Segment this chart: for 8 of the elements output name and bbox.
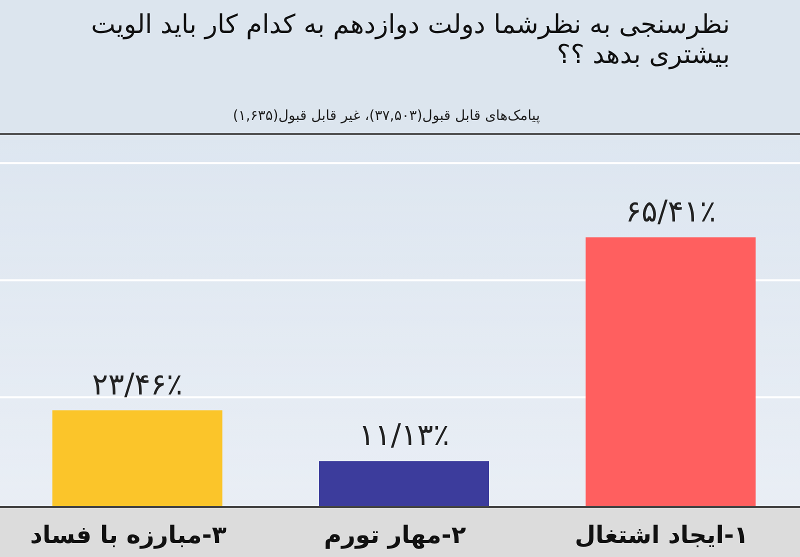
chart-title: نظرسنجی به نظرشما دولت دوازدهم به کدام کار باید الویت بیشتری بدهد ؟؟ <box>90 10 730 70</box>
data-label: ۱۱/۱۳٪ <box>358 418 450 454</box>
x-tick-label: ۱-ایجاد اشتغال <box>574 521 749 549</box>
x-tick-label: ۲-مهار تورم <box>324 521 466 549</box>
x-tick-label: ۳-مبارزه با فساد <box>30 521 227 549</box>
chart-subtitle: پیامک‌های قابل قبول(۳۷,۵۰۳)، غیر قابل قبول(۱,۶۳۵) <box>232 108 540 124</box>
data-label: ۶۵/۴۱٪ <box>625 194 716 230</box>
data-label: ۲۳/۴۶٪ <box>92 367 183 402</box>
